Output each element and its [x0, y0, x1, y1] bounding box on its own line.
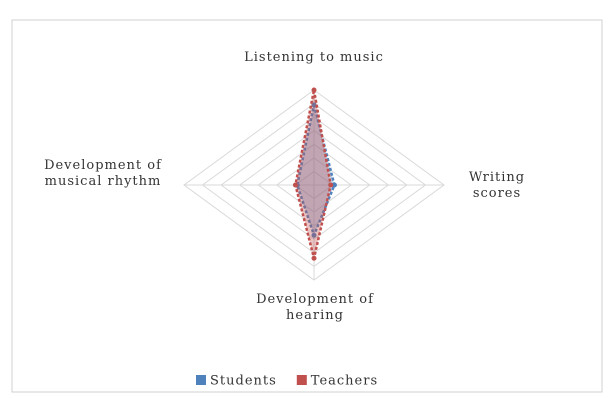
data-point: [311, 255, 317, 261]
data-point: [311, 232, 317, 238]
legend-swatch: [296, 375, 307, 385]
axis-label: Listening to music: [244, 50, 384, 65]
data-point: [311, 102, 317, 108]
axis-label: Development of musical rhythm: [44, 158, 162, 189]
data-point: [311, 87, 317, 93]
legend-label: Students: [210, 374, 277, 389]
legend-swatch: [196, 375, 206, 385]
axis-label: Writing scores: [468, 170, 526, 201]
data-point: [328, 182, 334, 188]
data-point: [292, 182, 298, 188]
axis-label: Development of hearing: [256, 292, 374, 323]
data-point: [331, 182, 337, 188]
series-line: [294, 89, 332, 259]
legend-label: Teachers: [311, 374, 378, 389]
chart-frame: [11, 19, 603, 393]
